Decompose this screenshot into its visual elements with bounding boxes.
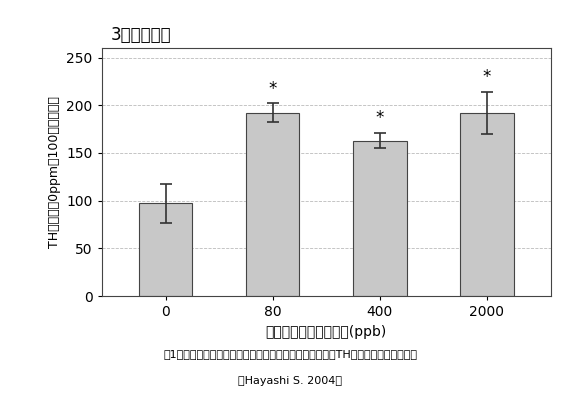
Y-axis label: TH細胞数（0ppmを100とした値）: TH細胞数（0ppmを100とした値） [48,96,60,248]
Text: *: * [269,80,277,98]
Text: 図1　ホルムアルデヒドを暴露したマウスの嗅球におけるTH陽性ニューロンの比較: 図1 ホルムアルデヒドを暴露したマウスの嗅球におけるTH陽性ニューロンの比較 [163,349,417,359]
Bar [139,204,193,296]
Text: 3ヶ月間暴露: 3ヶ月間暴露 [110,26,171,44]
Bar [460,113,513,296]
X-axis label: ホルムアルデヒド濃度(ppb): ホルムアルデヒド濃度(ppb) [266,324,387,338]
Text: （Hayashi S. 2004）: （Hayashi S. 2004） [238,376,342,386]
Text: *: * [483,68,491,86]
Bar [353,140,407,296]
Text: *: * [376,109,384,127]
Bar [246,113,299,296]
